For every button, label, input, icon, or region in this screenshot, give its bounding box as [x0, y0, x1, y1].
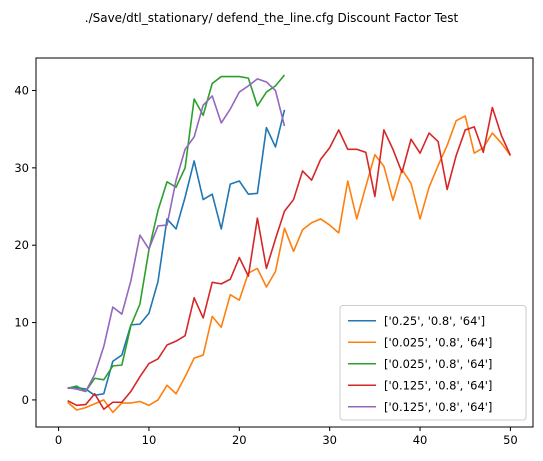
legend-box [339, 305, 527, 421]
legend-label-3: ['0.025', '0.8', '64'] [384, 357, 492, 371]
series-line-3 [67, 74, 286, 393]
ticks-layer: 0 10 20 30 40 50 0 10 20 30 40 [14, 83, 517, 447]
legend-label-1: ['0.25', '0.8', '64'] [384, 314, 485, 328]
x-tick-label: 50 [503, 433, 518, 447]
y-tick-label: 10 [14, 316, 29, 330]
x-tick-label: 10 [142, 433, 157, 447]
plot-frame [35, 57, 534, 428]
x-tick-label: 40 [413, 433, 428, 447]
y-tick-label: 0 [22, 393, 29, 407]
legend: ['0.25', '0.8', '64'] ['0.025', '0.8', '6… [339, 305, 527, 421]
series-line-5 [67, 78, 286, 393]
series-line-4 [67, 106, 512, 411]
legend-label-2: ['0.025', '0.8', '64'] [384, 335, 492, 349]
chart-title: ./Save/dtl_stationary/ defend_the_line.c… [85, 11, 459, 25]
y-tick-label: 20 [14, 238, 29, 252]
x-tick-label: 20 [232, 433, 247, 447]
series-line-1 [67, 109, 286, 397]
legend-label-5: ['0.125', '0.8', '64'] [384, 400, 492, 414]
series-line-2 [67, 115, 512, 414]
x-tick-label: 0 [55, 433, 62, 447]
x-tick-label: 30 [322, 433, 337, 447]
legend-label-4: ['0.125', '0.8', '64'] [384, 378, 492, 392]
series-layer [67, 74, 512, 414]
y-tick-label: 30 [14, 161, 29, 175]
y-tick-label: 40 [14, 83, 29, 97]
